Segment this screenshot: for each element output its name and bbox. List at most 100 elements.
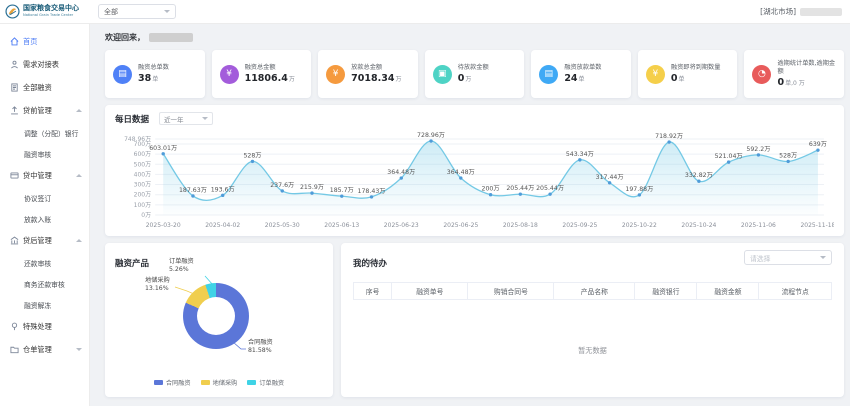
chevron-down-icon [164,10,170,13]
chevron-up-icon [76,109,82,112]
sidebar-item-label: 贷前管理 [23,105,52,115]
svg-text:2025-10-24: 2025-10-24 [681,222,716,229]
column-header-product-name: 产品名称 [554,283,636,299]
todo-filter-select[interactable]: 请选择 [744,250,832,265]
document-icon: ▤ [539,64,559,84]
chevron-down-icon [820,256,826,259]
top-header: 国家粮食交易中心 National Grain Trade Center 全部 … [0,0,850,24]
sidebar-item-special-handling[interactable]: 特殊处理 [0,315,89,338]
sidebar-item-label: 商务还款审核 [24,280,65,289]
sidebar-item-home[interactable]: 首页 [0,30,89,53]
svg-text:364.48万: 364.48万 [387,169,415,176]
svg-text:197.88万: 197.88万 [625,186,653,193]
chevron-up-icon [76,174,82,177]
stat-card-total-amount: ¥ 融资总金额 11806.4万 [211,50,312,98]
donut-chart [183,283,249,349]
donut-label-contract-financing: 合同融资 81.58% [248,339,273,355]
legend-swatch [200,380,210,385]
wallet-icon: ▣ [432,64,452,84]
svg-text:205.44万: 205.44万 [506,185,534,192]
stat-card-loan-total: ¥ 放款总金额 7018.34万 [318,50,418,98]
sidebar-group-pre-loan[interactable]: 贷前管理 [0,99,89,122]
sidebar-group-warehouse-receipt[interactable]: 仓单管理 [0,338,89,361]
svg-text:2025-06-23: 2025-06-23 [384,222,419,229]
svg-text:400万: 400万 [134,171,151,178]
money-icon: ¥ [219,64,239,84]
sidebar-item-label: 还款审核 [24,259,52,268]
legend-item-order[interactable]: 订单融资 [247,378,284,387]
legend-item-local-storage[interactable]: 地储采购 [200,378,237,387]
redacted-username [149,33,193,42]
svg-text:317.44万: 317.44万 [596,174,624,181]
donut-label-order-financing: 订单融资 5.26% [169,258,194,274]
chevron-down-icon [202,117,209,120]
sidebar-item-financing-review[interactable]: 融资审核 [0,143,89,164]
sidebar-item-label: 全部融资 [23,82,52,92]
sidebar-item-adjust-bank[interactable]: 调整（分配）银行 [0,122,89,143]
svg-text:200万: 200万 [134,192,151,199]
column-header-order-no: 融资单号 [392,283,469,299]
date-range-select[interactable]: 近一年 [159,112,214,125]
sidebar-item-repayment-review[interactable]: 还款审核 [0,252,89,273]
svg-text:185.7万: 185.7万 [330,187,354,194]
column-header-contract-no: 购销合同号 [468,283,555,299]
svg-text:603.01万: 603.01万 [149,145,177,152]
todo-table-body: 暂无数据 [353,300,832,388]
legend-item-contract[interactable]: 合同融资 [153,378,191,387]
svg-text:700万: 700万 [134,141,151,148]
svg-text:592.2万: 592.2万 [746,146,770,153]
sidebar-group-mid-loan[interactable]: 贷中管理 [0,164,89,187]
svg-text:521.04万: 521.04万 [715,153,743,160]
market-filter-select[interactable]: 全部 [98,4,176,19]
svg-text:748.96万: 748.96万 [124,136,151,143]
sidebar-item-demand-table[interactable]: 需求对接表 [0,53,89,76]
column-header-amount: 融资金额 [697,283,760,299]
column-header-process-node: 流程节点 [781,288,809,296]
coin-icon: ¥ [326,64,346,84]
column-header-bank: 融资银行 [635,283,698,299]
svg-text:639万: 639万 [809,141,827,148]
svg-text:2025-05-30: 2025-05-30 [265,222,300,229]
svg-text:0万: 0万 [141,212,151,219]
sidebar-item-loan-disbursement[interactable]: 放款入账 [0,208,89,229]
svg-text:332.82万: 332.82万 [685,172,713,179]
stat-card-pending-loan: ▣ 待放款金额 0万 [424,50,525,98]
bank-icon [10,236,19,245]
sidebar-item-agreement-signing[interactable]: 协议签订 [0,187,89,208]
welcome-bar: 欢迎回来， [105,32,844,43]
donut-label-local-storage: 地储采购 13.16% [145,277,170,293]
svg-text:178.43万: 178.43万 [358,188,386,195]
chevron-up-icon [76,239,82,242]
svg-text:100万: 100万 [134,202,151,209]
sidebar-group-post-loan[interactable]: 贷后管理 [0,229,89,252]
sidebar-item-label: 贷后管理 [23,235,52,245]
sidebar-item-all-financing[interactable]: 全部融资 [0,76,89,99]
svg-text:300万: 300万 [134,182,151,189]
legend-swatch [153,380,163,385]
sidebar-item-financing-unfreeze[interactable]: 融资解冻 [0,294,89,315]
legend-swatch [247,380,257,385]
svg-text:205.44万: 205.44万 [536,185,564,192]
stat-card-loan-orders: ▤ 融资放款单数 24单 [531,50,631,98]
sidebar-item-label: 首页 [23,36,38,46]
sidebar-item-business-repayment-review[interactable]: 商务还款审核 [0,273,89,294]
svg-text:2025-09-25: 2025-09-25 [562,222,597,229]
svg-text:187.63万: 187.63万 [179,187,207,194]
daily-data-panel: 每日数据 近一年 0万 100万 200万 300万 400万 500万 600万 700万 7… [105,105,844,236]
bell-icon: ¥ [645,64,665,84]
stat-card-total-orders: ▤ 融资总单数 38单 [105,50,205,98]
clock-icon: ◔ [752,64,772,84]
stat-card-overdue: ◔ 逾期统计单数,逾期金额 0单,0 万 [744,50,845,98]
svg-text:2025-10-22: 2025-10-22 [622,222,657,229]
svg-text:528万: 528万 [779,152,797,159]
todo-table-header: 序号 融资单号 购销合同号 产品名称 融资银行 融资金额 流程节点 [353,282,832,300]
svg-text:2025-06-25: 2025-06-25 [443,222,478,229]
app-logo: 国家粮食交易中心 National Grain Trade Center [0,4,90,19]
svg-text:2025-06-13: 2025-06-13 [324,222,359,229]
grain-trade-logo-icon [5,4,20,19]
svg-text:500万: 500万 [134,161,151,168]
svg-text:2025-04-02: 2025-04-02 [205,222,240,229]
svg-text:600万: 600万 [134,151,151,158]
svg-text:728.96万: 728.96万 [417,132,445,139]
